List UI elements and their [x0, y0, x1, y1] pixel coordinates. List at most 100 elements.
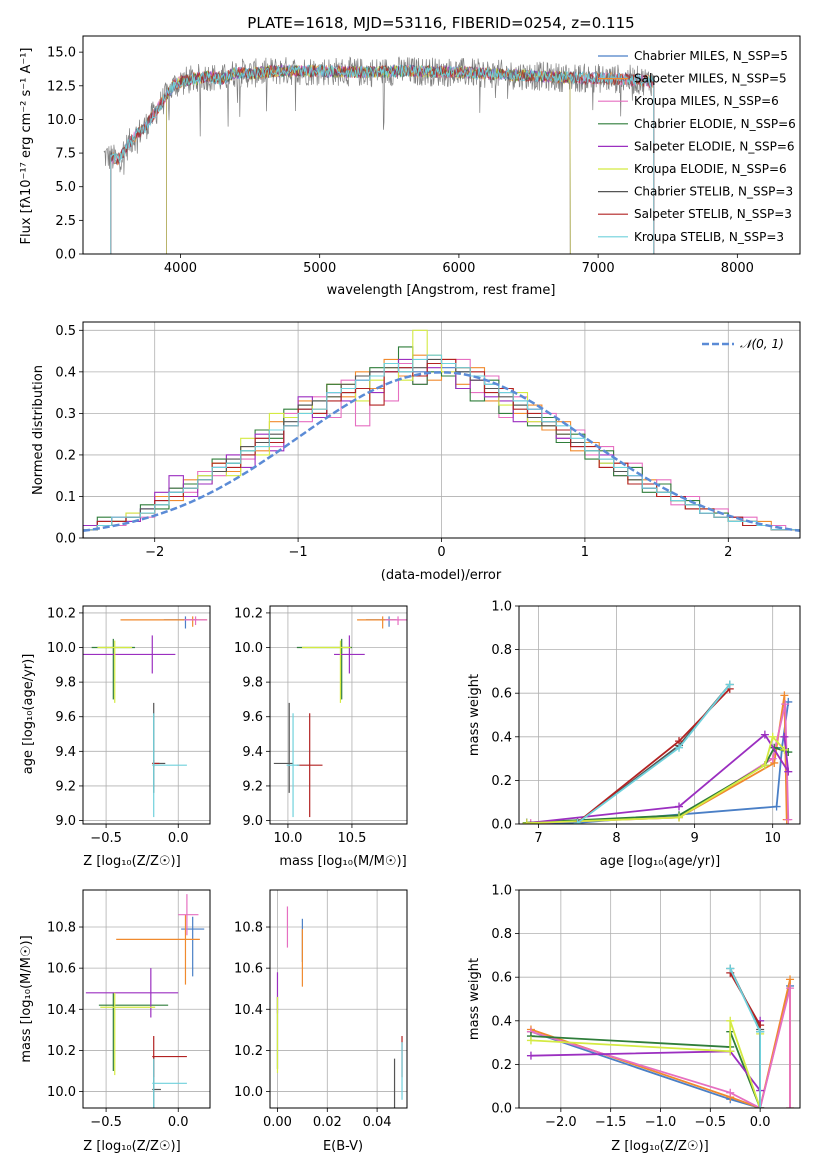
errorbar-point — [184, 616, 208, 626]
y-tick-label: 10.0 — [47, 1085, 76, 1100]
ageZ-ylabel: age [log₁₀(age/yr)] — [21, 654, 36, 775]
x-tick-label: 6000 — [442, 261, 475, 276]
axes-frame — [518, 605, 801, 825]
y-tick-label: 10.8 — [234, 921, 263, 936]
massZ-ylabel: mass [log₁₀(M/M☉)] — [19, 935, 34, 1062]
legend-label: Salpeter ELODIE, N_SSP=6 — [634, 139, 795, 153]
errorbar-point — [296, 713, 323, 818]
errorbar-point — [302, 640, 351, 703]
y-tick-label: 10.8 — [47, 921, 76, 936]
x-tick-label: −1.0 — [645, 1115, 677, 1130]
axes-frame — [82, 321, 801, 539]
mass-weight-marker — [726, 964, 735, 973]
y-tick-label: 10.6 — [234, 962, 263, 977]
plot-area — [526, 964, 795, 1108]
mass-vs-ebv-plot: 0.00 0.02 0.04 10.0 10.2 10.4 10.6 10.8 — [234, 889, 408, 1130]
residual-histogram-step — [83, 354, 800, 538]
x-tick-label: 10 — [764, 831, 781, 846]
x-tick-label: 0.02 — [313, 1115, 342, 1130]
y-tick-label: 0.8 — [491, 927, 512, 942]
errorbar-point — [100, 992, 156, 1076]
age-vs-mass-plot: 10.0 10.5 9.0 9.2 9.4 9.6 9.8 10.0 10.2 — [234, 605, 408, 846]
residual-histogram-plot: −2 −1 0 1 2 0.0 0.1 0.2 0.3 0.4 0.5 — [55, 321, 801, 560]
mass-weight-line — [530, 987, 791, 1108]
y-tick-label: 10.0 — [47, 641, 76, 656]
spectrum-plot: 4000 5000 6000 7000 8000 0.0 2.5 5.0 7.5 10.0 12.5… — [47, 35, 801, 276]
mass-weight-vs-age-plot: 7 8 9 10 0.0 0.2 0.4 0.6 0.8 1.0 — [491, 600, 801, 846]
plot-area — [103, 56, 655, 254]
mass-weight-vs-metallicity-plot: −2.0 −1.5 −1.0 −0.5 0.0 0.0 0.2 0.4 0.6 0.8 1.0 — [491, 884, 801, 1130]
plot-area — [85, 894, 205, 1108]
y-tick-label: 10.2 — [234, 606, 263, 621]
y-tick-label: 9.2 — [55, 779, 76, 794]
errorbar-point — [152, 713, 187, 818]
x-tick-label: 9 — [690, 831, 698, 846]
x-tick-label: 0.0 — [750, 1115, 771, 1130]
x-tick-label: 0.0 — [168, 831, 189, 846]
y-tick-label: 10.0 — [234, 1085, 263, 1100]
y-tick-label: 0.0 — [491, 818, 512, 833]
mass-weight-marker — [725, 680, 734, 689]
x-tick-label: 0.00 — [263, 1115, 292, 1130]
errorbar-point — [385, 616, 407, 626]
y-tick-label: 10.4 — [47, 1003, 76, 1018]
ageZ-xlabel: Z [log₁₀(Z/Z☉)] — [83, 854, 180, 869]
age-vs-metallicity-plot: −0.5 0.0 9.0 9.2 9.4 9.6 9.8 10.0 10.2 — [47, 605, 211, 846]
mass-weight-marker — [768, 754, 777, 763]
mass-weight-marker — [756, 1027, 765, 1036]
y-tick-label: 9.6 — [55, 710, 76, 725]
x-tick-label: −0.5 — [695, 1115, 727, 1130]
y-tick-label: 0.4 — [55, 365, 76, 380]
y-tick-label: 7.5 — [55, 147, 76, 162]
spectrum-legend: Chabrier MILES, N_SSP=5 Salpeter MILES, N… — [598, 49, 796, 244]
mass-weight-marker — [772, 802, 781, 811]
y-tick-label: 0.4 — [491, 1014, 512, 1029]
y-tick-label: 0.4 — [491, 730, 512, 745]
y-tick-label: 9.6 — [242, 710, 263, 725]
axes-frame — [82, 605, 211, 825]
y-tick-label: 0.8 — [491, 643, 512, 658]
mass-weight-marker — [780, 691, 789, 700]
mass-weight-marker — [780, 745, 789, 754]
y-tick-label: 1.0 — [491, 884, 512, 899]
y-tick-label: 0.6 — [491, 971, 512, 986]
y-tick-label: 0.2 — [491, 774, 512, 789]
x-tick-label: 8000 — [721, 261, 754, 276]
x-tick-label: 0.04 — [363, 1115, 392, 1130]
mass-weight-marker — [526, 1051, 535, 1060]
x-tick-label: 5000 — [303, 261, 336, 276]
x-tick-label: 0.0 — [168, 1115, 189, 1130]
mass-weight-marker — [760, 730, 769, 739]
y-tick-label: 0.2 — [491, 1058, 512, 1073]
mass-weight-marker — [675, 813, 684, 822]
x-tick-label: 8 — [612, 831, 620, 846]
mass-weight-marker — [784, 815, 793, 824]
spectrum-title: PLATE=1618, MJD=53116, FIBERID=0254, z=0… — [247, 14, 634, 32]
legend-label: Salpeter MILES, N_SSP=5 — [634, 72, 787, 86]
y-tick-label: 15.0 — [47, 46, 76, 61]
x-tick-label: 2 — [724, 545, 732, 560]
mass-weight-marker — [768, 732, 777, 741]
axes-frame — [269, 889, 408, 1109]
mass-weight-marker — [781, 700, 790, 709]
errorbar-point — [116, 914, 200, 985]
mass-weight-marker — [675, 743, 684, 752]
y-tick-label: 10.2 — [234, 1044, 263, 1059]
legend-label: Chabrier ELODIE, N_SSP=6 — [634, 117, 796, 131]
mass-weight-marker — [760, 761, 769, 770]
y-tick-label: 9.0 — [55, 814, 76, 829]
x-tick-label: −2.0 — [545, 1115, 577, 1130]
wage-xlabel: age [log₁₀(age/yr)] — [600, 854, 721, 869]
errorbar-point — [152, 1058, 187, 1108]
mass-weight-marker — [526, 1036, 535, 1045]
errorbar-point — [98, 992, 169, 1071]
mass-weight-marker — [726, 1047, 735, 1056]
axes-frame — [82, 889, 211, 1109]
mass-weight-marker — [786, 1104, 795, 1108]
y-tick-label: 9.4 — [55, 745, 76, 760]
errorbar-point — [97, 640, 133, 703]
mass-weight-marker — [573, 818, 582, 824]
x-tick-label: 7 — [534, 831, 542, 846]
legend-label: Kroupa MILES, N_SSP=6 — [634, 94, 779, 108]
y-tick-label: 10.6 — [47, 962, 76, 977]
